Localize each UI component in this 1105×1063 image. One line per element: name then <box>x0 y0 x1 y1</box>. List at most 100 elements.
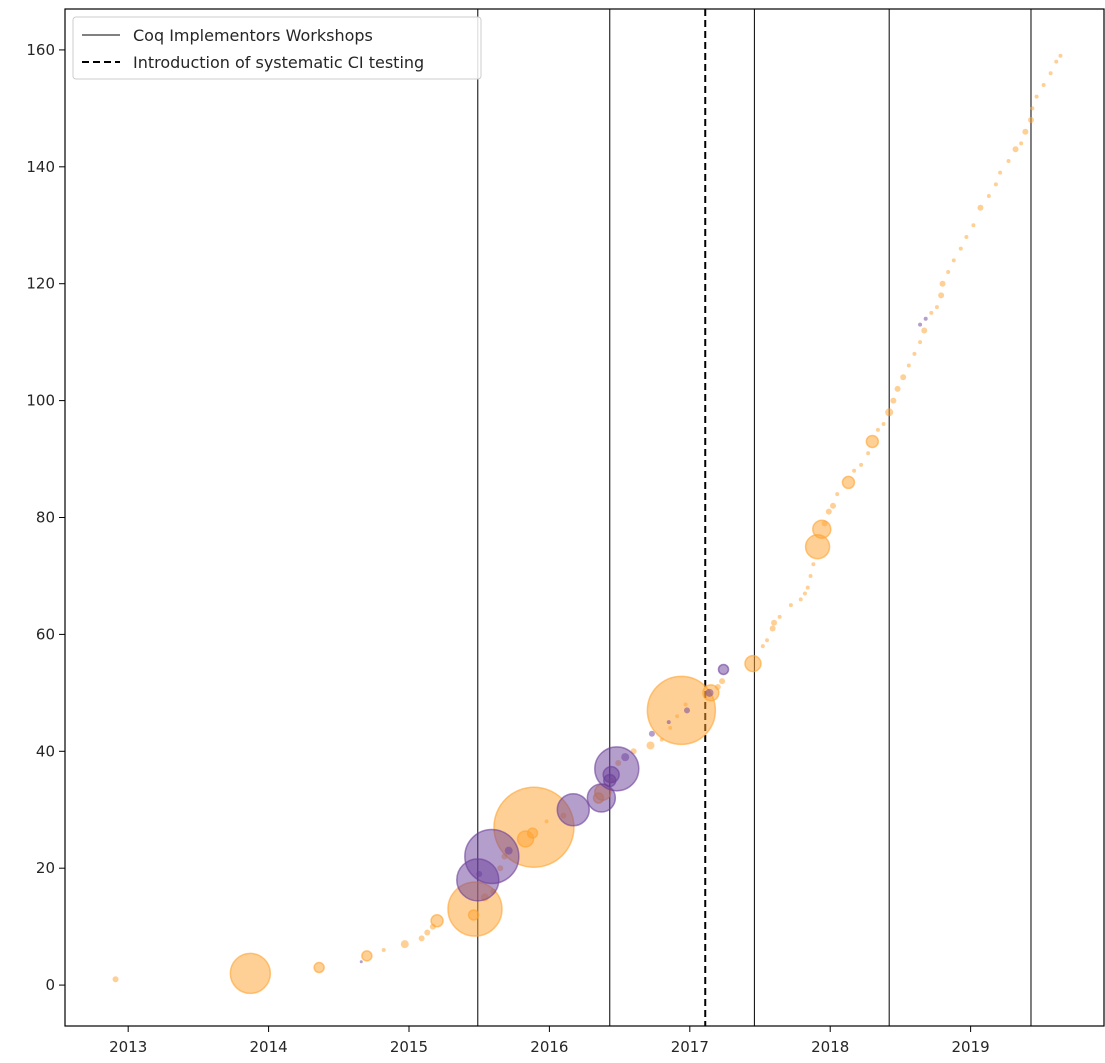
y-tick-label-7: 140 <box>26 158 55 176</box>
orange-point-53 <box>841 475 856 490</box>
y-tick-label-8: 160 <box>26 41 55 59</box>
orange-point-38 <box>769 625 776 632</box>
x-tick-label-4: 2017 <box>671 1038 709 1056</box>
purple-point-9 <box>594 746 640 792</box>
purple-point-11 <box>648 730 655 737</box>
x-tick-label-3: 2016 <box>530 1038 568 1056</box>
orange-point-59 <box>881 421 886 426</box>
purple-point-10 <box>621 753 630 762</box>
orange-point-46 <box>811 562 816 567</box>
orange-point-76 <box>971 223 976 228</box>
orange-point-61 <box>890 397 897 404</box>
legend-label-1: Introduction of systematic CI testing <box>133 53 424 72</box>
orange-point-74 <box>958 246 963 251</box>
x-tick-label-2: 2015 <box>390 1038 428 1056</box>
legend-label-0: Coq Implementors Workshops <box>133 26 373 45</box>
orange-point-40 <box>777 614 782 619</box>
purple-point-3 <box>464 828 520 885</box>
event-lines <box>477 9 1032 1026</box>
purple-point-13 <box>683 707 690 714</box>
orange-point-51 <box>830 502 837 509</box>
y-tick-label-6: 120 <box>26 275 55 293</box>
orange-point-64 <box>906 363 911 368</box>
orange-point-35 <box>744 654 762 673</box>
orange-point-88 <box>1041 82 1046 87</box>
orange-point-78 <box>986 194 991 199</box>
orange-point-41 <box>788 603 793 608</box>
orange-point-89 <box>1048 71 1053 76</box>
orange-point-69 <box>934 305 939 310</box>
orange-point-34 <box>719 678 726 685</box>
purple-point-4 <box>504 846 513 855</box>
orange-point-73 <box>951 258 956 263</box>
orange-point-72 <box>946 270 951 275</box>
y-tick-label-2: 40 <box>36 742 55 760</box>
orange-point-65 <box>912 351 917 356</box>
orange-point-70 <box>938 292 945 299</box>
purple-point-17 <box>923 316 928 321</box>
purple-point-0 <box>359 960 363 964</box>
orange-point-6 <box>418 935 425 942</box>
orange-point-85 <box>1027 117 1034 124</box>
orange-point-7 <box>424 929 431 936</box>
orange-point-80 <box>998 170 1003 175</box>
legend-box <box>72 16 482 80</box>
orange-point-50 <box>825 508 832 515</box>
orange-point-52 <box>835 492 840 497</box>
orange-point-4 <box>381 948 386 953</box>
orange-point-36 <box>760 644 765 649</box>
purple-point-5 <box>556 792 591 827</box>
orange-point-3 <box>361 950 373 962</box>
orange-point-43 <box>802 591 807 596</box>
y-tick-label-5: 100 <box>26 392 55 410</box>
orange-point-54 <box>852 468 857 473</box>
orange-point-44 <box>805 585 810 590</box>
orange-point-58 <box>875 427 880 432</box>
purple-point-15 <box>717 663 730 676</box>
orange-point-77 <box>977 204 984 211</box>
purple-point-14 <box>705 688 714 697</box>
orange-point-84 <box>1022 128 1029 135</box>
orange-point-82 <box>1012 146 1019 153</box>
orange-point-57 <box>865 434 880 449</box>
orange-point-2 <box>313 961 325 974</box>
orange-point-19 <box>544 819 549 824</box>
orange-point-37 <box>765 638 770 643</box>
orange-point-68 <box>929 310 934 315</box>
y-tick-label-3: 60 <box>36 625 55 643</box>
orange-point-66 <box>918 340 923 345</box>
orange-point-83 <box>1019 141 1024 146</box>
orange-point-26 <box>646 741 655 750</box>
orange-point-86 <box>1030 106 1035 111</box>
x-tick-label-0: 2013 <box>109 1038 147 1056</box>
orange-point-87 <box>1034 94 1039 99</box>
plot-frame <box>64 8 1105 1027</box>
y-tick-label-0: 0 <box>45 976 55 994</box>
orange-point-63 <box>900 374 907 381</box>
orange-point-33 <box>714 684 721 690</box>
orange-point-49 <box>821 520 828 527</box>
orange-point-75 <box>964 234 969 239</box>
purple-point-16 <box>918 322 923 327</box>
x-tick-label-1: 2014 <box>249 1038 287 1056</box>
orange-point-79 <box>993 182 998 187</box>
orange-point-0 <box>112 976 119 983</box>
orange-point-9 <box>430 914 444 928</box>
x-tick-label-6: 2019 <box>952 1038 990 1056</box>
legend: Coq Implementors Workshops Introduction o… <box>72 16 482 80</box>
y-tick-label-4: 80 <box>36 509 55 527</box>
orange-point-91 <box>1058 53 1063 58</box>
orange-point-47 <box>804 533 831 560</box>
orange-point-81 <box>1006 158 1011 163</box>
data-points <box>112 53 1063 995</box>
orange-point-42 <box>798 597 803 602</box>
orange-point-71 <box>939 280 946 287</box>
orange-point-45 <box>808 573 813 578</box>
orange-point-60 <box>885 408 894 417</box>
orange-point-5 <box>400 940 409 949</box>
y-tick-label-1: 20 <box>36 859 55 877</box>
x-tick-label-5: 2018 <box>811 1038 849 1056</box>
orange-point-30 <box>646 675 717 746</box>
orange-point-55 <box>859 462 864 467</box>
